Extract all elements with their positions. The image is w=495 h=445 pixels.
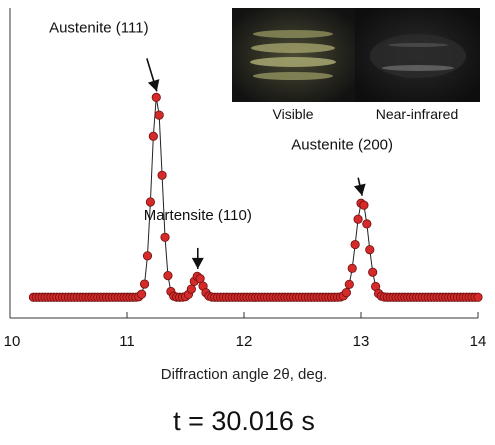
data-point	[359, 200, 369, 210]
data-point	[350, 239, 360, 250]
data-point	[142, 251, 153, 261]
data-point	[154, 110, 164, 120]
x-tick-label: 14	[470, 333, 487, 350]
data-point	[160, 232, 170, 242]
inset-visible-image	[232, 8, 355, 102]
peak-annotation-label: Austenite (200)	[291, 137, 393, 154]
data-point	[148, 131, 158, 141]
inset-images: Visible Near-infrared	[232, 8, 480, 122]
x-tick-label: 11	[119, 333, 135, 350]
data-point	[344, 279, 354, 289]
data-point	[137, 289, 147, 299]
data-point	[151, 92, 161, 102]
near-infrared-sample-glow	[370, 34, 466, 78]
data-point	[139, 279, 150, 289]
annotation-arrowhead	[147, 79, 160, 92]
visible-sample-glow	[250, 30, 336, 80]
data-point	[186, 284, 196, 294]
series-line	[33, 97, 478, 298]
x-tick-label: 10	[4, 333, 21, 350]
data-point	[368, 267, 378, 277]
data-point	[347, 263, 357, 273]
annotation-arrowhead	[353, 183, 366, 196]
data-point	[145, 197, 155, 207]
peak-annotations: Austenite (111) Martensite (110) Austenite…	[49, 19, 393, 269]
time-caption: t = 30.016 s	[173, 406, 315, 436]
peak-annotation-label: Austenite (111)	[49, 19, 149, 36]
annotation-arrowhead	[191, 257, 204, 269]
data-point	[353, 214, 363, 224]
x-axis-label: Diffraction angle 2θ, deg.	[161, 366, 328, 383]
x-tick-label: 12	[236, 333, 253, 350]
inset-visible-label: Visible	[273, 106, 314, 122]
data-point	[157, 170, 167, 180]
data-point	[473, 292, 483, 302]
x-ticks: 10 11 12 13 14	[4, 312, 487, 350]
inset-near-infrared-label: Near-infrared	[376, 106, 458, 122]
data-point	[341, 287, 351, 298]
peak-annotation-label: Martensite (110)	[144, 207, 252, 224]
data-points	[28, 92, 483, 302]
x-tick-label: 13	[353, 333, 370, 350]
data-point	[365, 245, 375, 255]
data-point	[163, 271, 173, 281]
data-point	[362, 219, 372, 229]
